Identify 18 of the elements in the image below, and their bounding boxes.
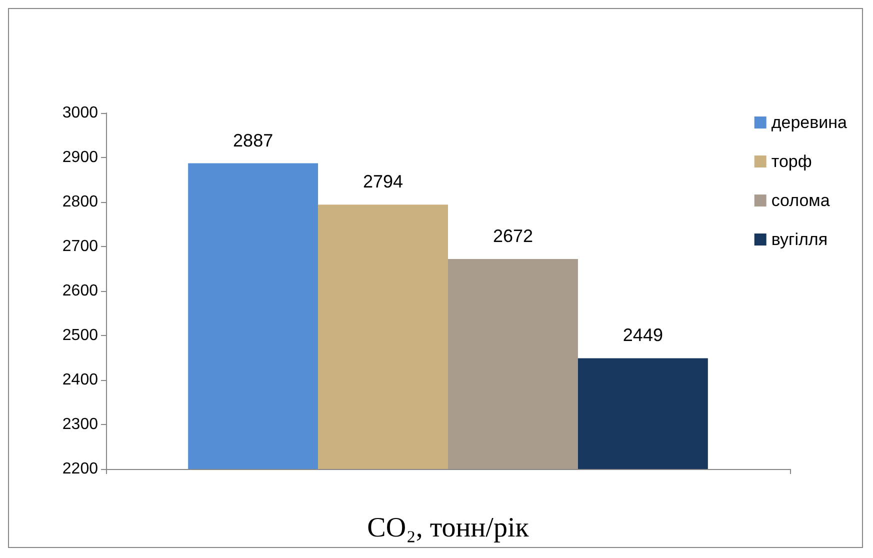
y-tick-label: 3000: [62, 104, 98, 122]
y-tick-label: 2200: [62, 460, 98, 478]
y-tick-label: 2700: [62, 238, 98, 255]
y-tick-label: 2300: [62, 416, 98, 433]
legend-label: вугілля: [771, 230, 828, 249]
legend-label: торф: [771, 152, 812, 171]
y-tick-label: 2400: [62, 372, 98, 388]
legend-label: солома: [771, 191, 830, 210]
data-label: 2449: [622, 325, 663, 346]
y-tick-label: 2800: [62, 194, 98, 210]
data-label: 2887: [233, 130, 274, 150]
y-tick-label: 2500: [62, 327, 98, 344]
y-tick-label: 2600: [62, 282, 98, 300]
y-tick-label: 2900: [62, 149, 98, 166]
legend-label: деревина: [771, 113, 848, 132]
data-label: 2672: [492, 226, 534, 246]
x-axis-title: CO₂, тонн/рік: [367, 512, 530, 544]
data-label: 2794: [362, 172, 404, 192]
